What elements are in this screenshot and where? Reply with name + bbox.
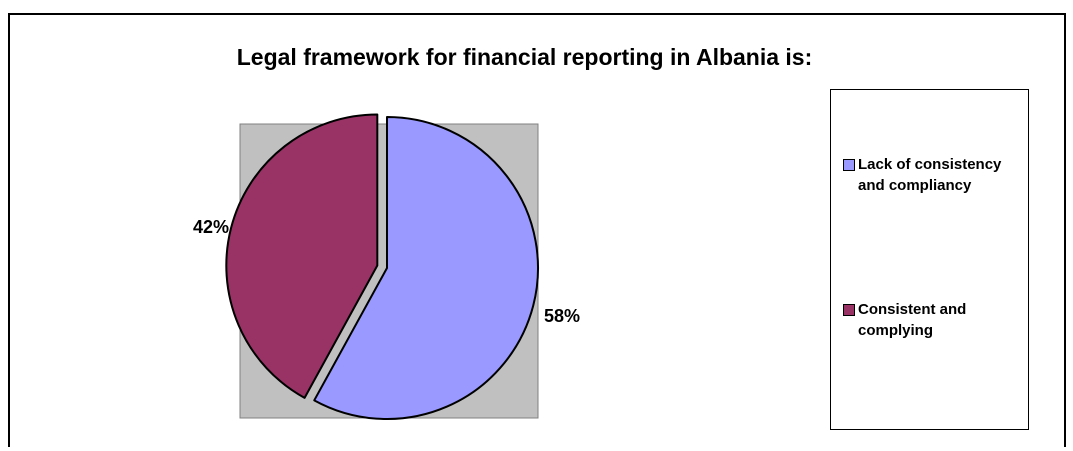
pie-data-labels: 58% 42% bbox=[193, 217, 580, 326]
legend-swatch-consistent-and-complying bbox=[843, 304, 855, 316]
legend-item-consistent-and-complying: Consistent and complying bbox=[843, 301, 1027, 341]
pie-slice-1 bbox=[225, 113, 379, 399]
legend-label-consistent-and-complying: Consistent and complying bbox=[858, 301, 967, 339]
data-label-0: 58% bbox=[544, 306, 580, 326]
legend-label-lack-of-consistency: Lack of consistency and compliancy bbox=[858, 156, 1002, 194]
pie-slice-0 bbox=[313, 116, 539, 420]
chart-title: Legal framework for financial reporting … bbox=[236, 44, 813, 70]
legend: Lack of consistency and compliancy Consi… bbox=[830, 89, 1029, 430]
legend-swatch-lack-of-consistency bbox=[843, 159, 855, 171]
legend-item-lack-of-consistency: Lack of consistency and compliancy bbox=[843, 156, 1027, 196]
data-label-1: 42% bbox=[193, 217, 229, 237]
pie-slices bbox=[225, 113, 539, 420]
